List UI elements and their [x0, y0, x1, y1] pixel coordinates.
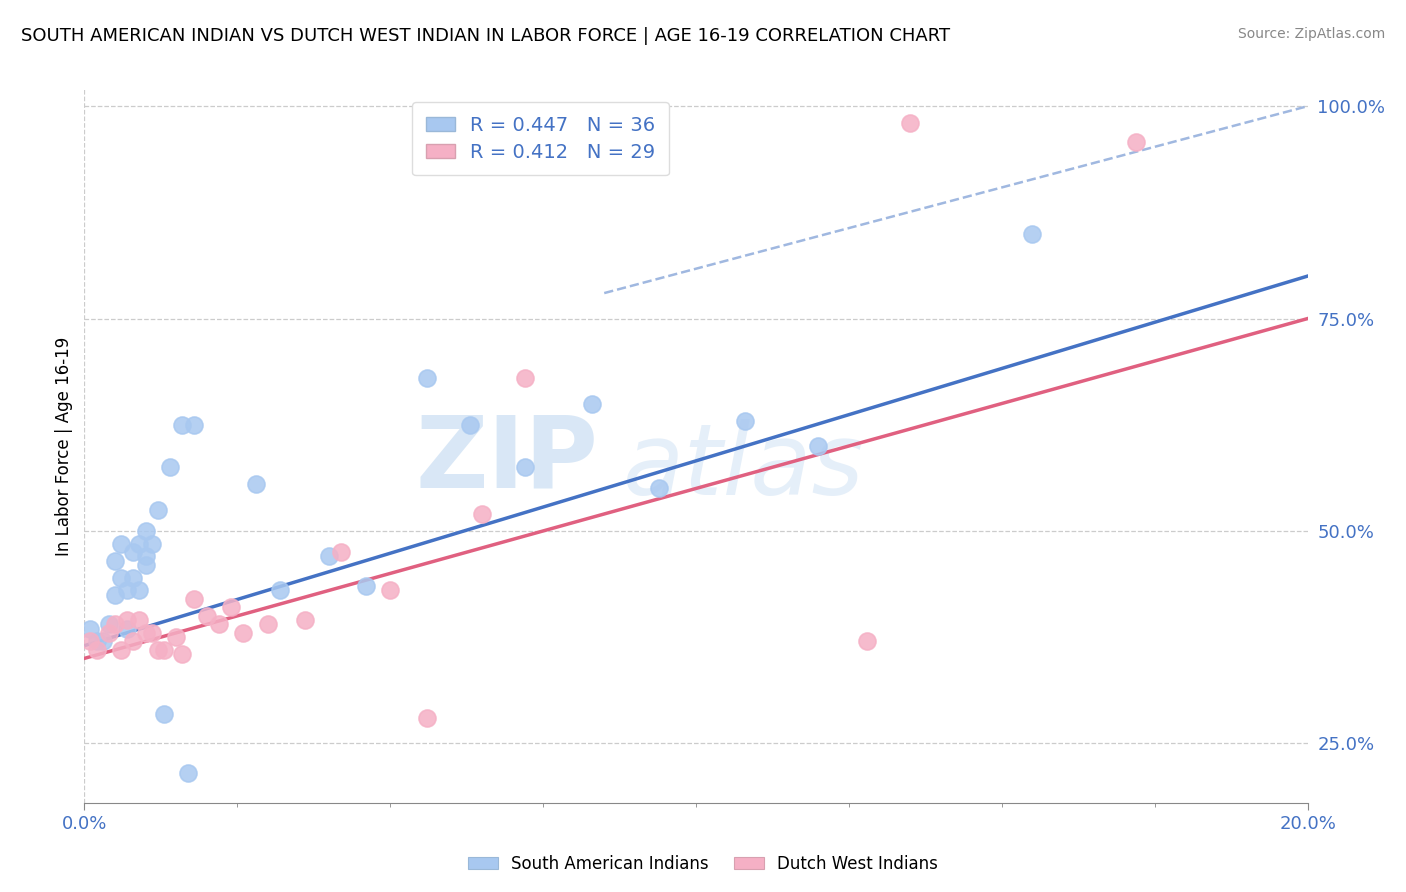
Point [219, 600, 242, 615]
Point [183, 417, 205, 432]
Point [97, 626, 120, 640]
Point [380, 583, 402, 598]
Point [115, 613, 138, 627]
Point [97, 617, 120, 632]
Point [1021, 227, 1043, 241]
Text: ZIP: ZIP [415, 412, 598, 508]
Point [110, 537, 132, 551]
Point [318, 549, 340, 564]
Point [172, 647, 194, 661]
Legend: R = 0.447   N = 36, R = 0.412   N = 29: R = 0.447 N = 36, R = 0.412 N = 29 [412, 103, 669, 176]
Point [128, 537, 150, 551]
Point [153, 643, 176, 657]
Point [146, 502, 169, 516]
Point [294, 613, 316, 627]
Point [513, 460, 536, 475]
Point [141, 537, 163, 551]
Point [245, 477, 267, 491]
Point [115, 583, 138, 598]
Point [86, 643, 108, 657]
Point [146, 643, 169, 657]
Point [91, 634, 114, 648]
Point [898, 116, 921, 130]
Point [734, 413, 756, 427]
Point [513, 371, 536, 385]
Point [115, 622, 138, 636]
Point [807, 439, 830, 453]
Point [208, 617, 231, 632]
Text: atlas: atlas [623, 419, 865, 516]
Point [141, 626, 163, 640]
Point [416, 371, 439, 385]
Point [330, 545, 353, 559]
Point [354, 579, 377, 593]
Point [581, 396, 603, 410]
Point [135, 549, 157, 564]
Point [269, 583, 291, 598]
Point [416, 711, 439, 725]
Y-axis label: In Labor Force | Age 16-19: In Labor Force | Age 16-19 [55, 336, 73, 556]
Point [232, 626, 254, 640]
Legend: South American Indians, Dutch West Indians: South American Indians, Dutch West India… [461, 848, 945, 880]
Point [177, 766, 200, 780]
Point [86, 634, 108, 648]
Text: SOUTH AMERICAN INDIAN VS DUTCH WEST INDIAN IN LABOR FORCE | AGE 16-19 CORRELATIO: SOUTH AMERICAN INDIAN VS DUTCH WEST INDI… [21, 27, 950, 45]
Point [128, 613, 150, 627]
Point [856, 634, 879, 648]
Point [471, 507, 494, 521]
Point [79, 634, 101, 648]
Point [122, 545, 145, 559]
Point [104, 588, 127, 602]
Point [159, 460, 181, 475]
Point [135, 524, 157, 538]
Point [122, 571, 145, 585]
Text: Source: ZipAtlas.com: Source: ZipAtlas.com [1237, 27, 1385, 41]
Point [1125, 135, 1147, 149]
Point [153, 706, 176, 721]
Point [172, 417, 194, 432]
Point [135, 558, 157, 572]
Point [128, 583, 150, 598]
Point [183, 591, 205, 606]
Point [79, 622, 101, 636]
Point [195, 608, 218, 623]
Point [458, 417, 481, 432]
Point [104, 617, 127, 632]
Point [648, 482, 671, 496]
Point [122, 634, 145, 648]
Point [165, 630, 187, 644]
Point [104, 554, 127, 568]
Point [135, 626, 157, 640]
Point [110, 571, 132, 585]
Point [110, 643, 132, 657]
Point [257, 617, 280, 632]
